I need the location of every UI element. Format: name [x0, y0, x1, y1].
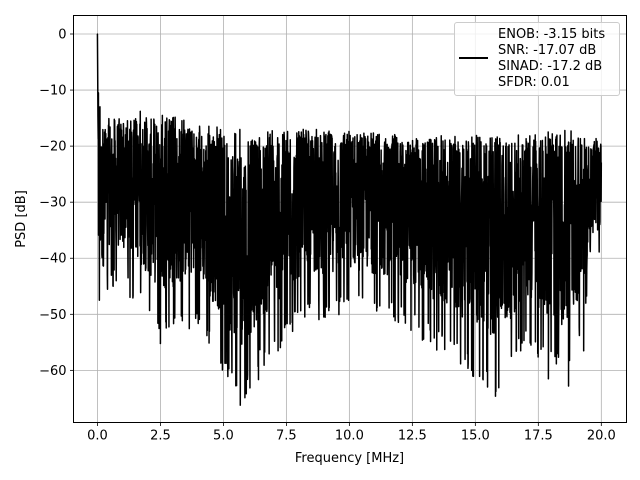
y-tick-label: −30	[39, 196, 66, 211]
plot-frame	[73, 15, 627, 423]
y-tick-label: 0	[58, 28, 66, 43]
psd-peak-point	[99, 106, 101, 108]
psd-dip-point	[159, 342, 162, 345]
psd-series	[96, 33, 603, 406]
y-tick-label: −50	[39, 308, 66, 323]
x-tick-label: 12.5	[398, 429, 427, 444]
psd-dip-point	[472, 375, 474, 377]
y-tick-label: −20	[39, 140, 66, 155]
legend-entry-enob: ENOB: -3.15 bits	[498, 27, 605, 42]
x-tick-label: 7.5	[276, 429, 297, 444]
y-tick-label: −60	[39, 364, 66, 379]
psd-dip-point	[482, 378, 484, 380]
x-tick-label: 15.0	[461, 429, 490, 444]
psd-peak-point	[139, 110, 141, 112]
y-tick-label: −40	[39, 252, 66, 267]
legend-entry-sfdr: SFDR: 0.01	[498, 75, 570, 90]
psd-dip-point	[520, 350, 522, 352]
psd-dip-point	[583, 350, 585, 352]
psd-dip-point	[547, 378, 549, 380]
psd-peak-point	[96, 33, 99, 35]
y-tick-label: −10	[39, 84, 66, 99]
x-tick-label: 17.5	[524, 429, 553, 444]
legend-box	[454, 22, 620, 96]
y-axis-ticks: 0 −10 −20 −30 −40 −50 −60	[39, 28, 74, 379]
legend: ENOB: -3.15 bits SNR: -17.07 dB SINAD: -…	[454, 22, 620, 96]
x-axis-label: Frequency [MHz]	[295, 451, 404, 466]
psd-dip-point	[239, 404, 241, 406]
x-tick-label: 10.0	[335, 429, 364, 444]
psd-dip-point	[567, 385, 570, 387]
psd-dip-point	[494, 395, 497, 397]
psd-line	[96, 33, 603, 406]
legend-entry-sinad: SINAD: -17.2 dB	[498, 59, 602, 74]
y-axis-label: PSD [dB]	[14, 190, 29, 248]
x-tick-label: 5.0	[213, 429, 234, 444]
x-axis-ticks: 0.0 2.5 5.0 7.5 10.0 12.5 15.0 17.5 20.0	[87, 422, 616, 444]
x-tick-label: 2.5	[150, 429, 171, 444]
psd-peak-point	[97, 92, 100, 94]
x-tick-label: 0.0	[87, 429, 108, 444]
x-tick-label: 20.0	[587, 429, 616, 444]
psd-dip-point	[277, 350, 279, 352]
psd-dip-point	[259, 349, 261, 351]
legend-entry-snr: SNR: -17.07 dB	[498, 43, 596, 58]
